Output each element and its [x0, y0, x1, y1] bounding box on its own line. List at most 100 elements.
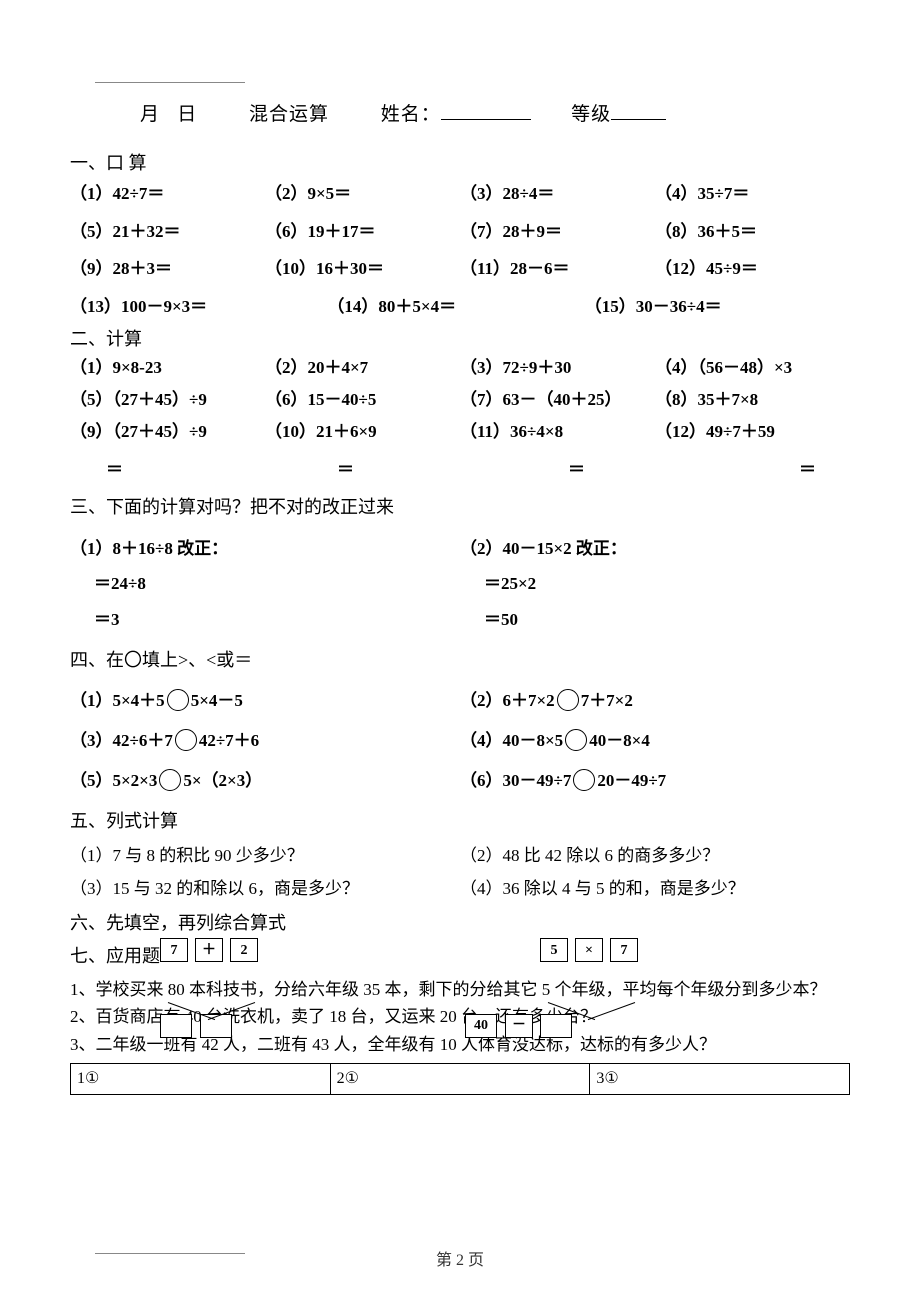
diag-box: 5	[540, 938, 568, 962]
sec1-row: （9）28＋3＝ （10）16＋30＝ （11）28－6＝ （12）45÷9＝	[70, 257, 850, 281]
answer-cell[interactable]: 3①	[590, 1064, 850, 1095]
q: （7）63－（40＋25）	[460, 388, 655, 412]
diag-box: ×	[575, 938, 603, 962]
q: （12）49÷7＋59	[655, 420, 850, 444]
s3-line: （2）40－15×2 改正：	[460, 537, 850, 561]
diag-box-empty[interactable]	[200, 1014, 232, 1038]
s4l: （6）30－49÷7	[460, 769, 571, 793]
page-footer: 第 2 页	[0, 1250, 920, 1272]
q: （8）35＋7×8	[655, 388, 850, 412]
sec6-heading: 六、先填空，再列综合算式	[70, 911, 850, 936]
s3-line: ＝3	[70, 608, 460, 632]
s5: （4）36 除以 4 与 5 的和，商是多少？	[460, 879, 745, 898]
sec1-row: （1）42÷7＝ （2）9×5＝ （3）28÷4＝ （4）35÷7＝	[70, 182, 850, 206]
q: （13）100－9×3＝	[70, 295, 327, 319]
grade-label: 等级	[571, 104, 611, 125]
sec4-row: （5）5×2×3 5×（2×3） （6）30－49÷7 20－49÷7	[70, 769, 850, 793]
q: （10）21＋6×9	[265, 420, 460, 444]
sec4-row: （3）42÷6＋742÷7＋6 （4）40－8×540－8×4	[70, 729, 850, 753]
sec1-row: （13）100－9×3＝ （14）80＋5×4＝ （15）30－36÷4＝	[70, 295, 850, 319]
answer-table: 1① 2① 3①	[70, 1063, 850, 1095]
compare-circle[interactable]	[557, 689, 579, 711]
title-main: 混合运算	[249, 104, 329, 125]
sec1-heading: 一、口 算	[70, 151, 850, 176]
sec1-row: （5）21＋32＝ （6）19＋17＝ （7）28＋9＝ （8）36＋5＝	[70, 220, 850, 244]
sec6-7-area: 七、应用题 7 ＋ 2 5 × 7	[70, 940, 850, 973]
sec3-body: （1）8＋16÷8 改正： ＝24÷8 ＝3 （2）40－15×2 改正： ＝2…	[70, 525, 850, 644]
day-label: 日	[177, 104, 197, 125]
s7-item: 1、学校买来 80 本科技书，分给六年级 35 本，剩下的分给其它 5 个年级，…	[70, 978, 850, 1002]
name-blank[interactable]	[441, 100, 531, 120]
diag-box: －	[505, 1014, 533, 1038]
sec5-row: （1）7 与 8 的积比 90 少多少？ （2）48 比 42 除以 6 的商多…	[70, 844, 850, 868]
sec3-heading: 三、下面的计算对吗？把不对的改正过来	[70, 495, 850, 520]
s4l: （2）6＋7×2	[460, 689, 555, 713]
sec2-row: （9）（27＋45）÷9 （10）21＋6×9 （11）36÷4×8 （12）4…	[70, 420, 850, 444]
compare-circle[interactable]	[159, 769, 181, 791]
q: （15）30－36÷4＝	[585, 295, 842, 319]
answer-cell[interactable]: 2①	[330, 1064, 590, 1095]
q: （8）36＋5＝	[655, 220, 850, 244]
s4r: 5×（2×3）	[183, 769, 262, 793]
compare-circle[interactable]	[565, 729, 587, 751]
q: （11）28－6＝	[460, 257, 655, 281]
sec2-row: （1）9×8-23 （2）20＋4×7 （3）72÷9＋30 （4）（56－48…	[70, 356, 850, 380]
q: （2）20＋4×7	[265, 356, 460, 380]
s4r: 42÷7＋6	[199, 729, 259, 753]
diag-box-empty[interactable]	[540, 1014, 572, 1038]
sec2-heading: 二、计算	[70, 327, 850, 352]
sec7-body: 1、学校买来 80 本科技书，分给六年级 35 本，剩下的分给其它 5 个年级，…	[70, 978, 850, 1057]
q: （6）19＋17＝	[265, 220, 460, 244]
q: （10）16＋30＝	[265, 257, 460, 281]
q: （5）（27＋45）÷9	[70, 388, 265, 412]
s4r: 40－8×4	[589, 729, 650, 753]
q: （7）28＋9＝	[460, 220, 655, 244]
q: （6）15－40÷5	[265, 388, 460, 412]
grade-blank[interactable]	[611, 100, 666, 120]
q: （5）21＋32＝	[70, 220, 265, 244]
name-label: 姓名：	[381, 104, 441, 125]
q: （2）9×5＝	[265, 182, 460, 206]
s4r: 20－49÷7	[597, 769, 666, 793]
s5: （1）7 与 8 的积比 90 少多少？	[70, 846, 304, 865]
s5: （2）48 比 42 除以 6 的商多多少？	[460, 846, 719, 865]
diag-box-empty[interactable]	[160, 1014, 192, 1038]
s4l: （5）5×2×3	[70, 769, 157, 793]
q: （14）80＋5×4＝	[327, 295, 584, 319]
sec2-row: （5）（27＋45）÷9 （6）15－40÷5 （7）63－（40＋25） （8…	[70, 388, 850, 412]
compare-circle[interactable]	[167, 689, 189, 711]
sec4-heading: 四、在〇填上>、<或＝	[70, 648, 850, 673]
title-line: 月 日 混合运算 姓名： 等级	[70, 100, 850, 129]
diag-box: ＋	[195, 938, 223, 962]
q: （1）9×8-23	[70, 356, 265, 380]
eq: ＝	[763, 458, 920, 482]
sec4-row: （1）5×4＋55×4－5 （2）6＋7×27＋7×2	[70, 689, 850, 713]
diag-box: 7	[160, 938, 188, 962]
s3-line: （1）8＋16÷8 改正：	[70, 537, 460, 561]
compare-circle[interactable]	[573, 769, 595, 791]
s4r: 5×4－5	[191, 689, 243, 713]
eq: ＝	[301, 458, 532, 482]
q: （3）72÷9＋30	[460, 356, 655, 380]
q: （12）45÷9＝	[655, 257, 850, 281]
sec5-heading: 五、列式计算	[70, 809, 850, 834]
sec2-eq-row: ＝ ＝ ＝ ＝	[70, 458, 850, 482]
sec5-row: （3）15 与 32 的和除以 6，商是多少？ （4）36 除以 4 与 5 的…	[70, 877, 850, 901]
page: 月 日 混合运算 姓名： 等级 一、口 算 （1）42÷7＝ （2）9×5＝ （…	[0, 0, 920, 1302]
compare-circle[interactable]	[175, 729, 197, 751]
answer-cell[interactable]: 1①	[71, 1064, 331, 1095]
diag-box: 40	[465, 1014, 497, 1038]
q: （11）36÷4×8	[460, 420, 655, 444]
diag-box: 7	[610, 938, 638, 962]
q: （9）28＋3＝	[70, 257, 265, 281]
q: （4）35÷7＝	[655, 182, 850, 206]
s4l: （4）40－8×5	[460, 729, 563, 753]
header-rule	[95, 82, 245, 83]
diag-box: 2	[230, 938, 258, 962]
q: （1）42÷7＝	[70, 182, 265, 206]
s3-line: ＝50	[460, 608, 850, 632]
q: （4）（56－48）×3	[655, 356, 850, 380]
sec7-heading: 七、应用题	[70, 944, 160, 969]
eq: ＝	[532, 458, 763, 482]
s4r: 7＋7×2	[581, 689, 633, 713]
